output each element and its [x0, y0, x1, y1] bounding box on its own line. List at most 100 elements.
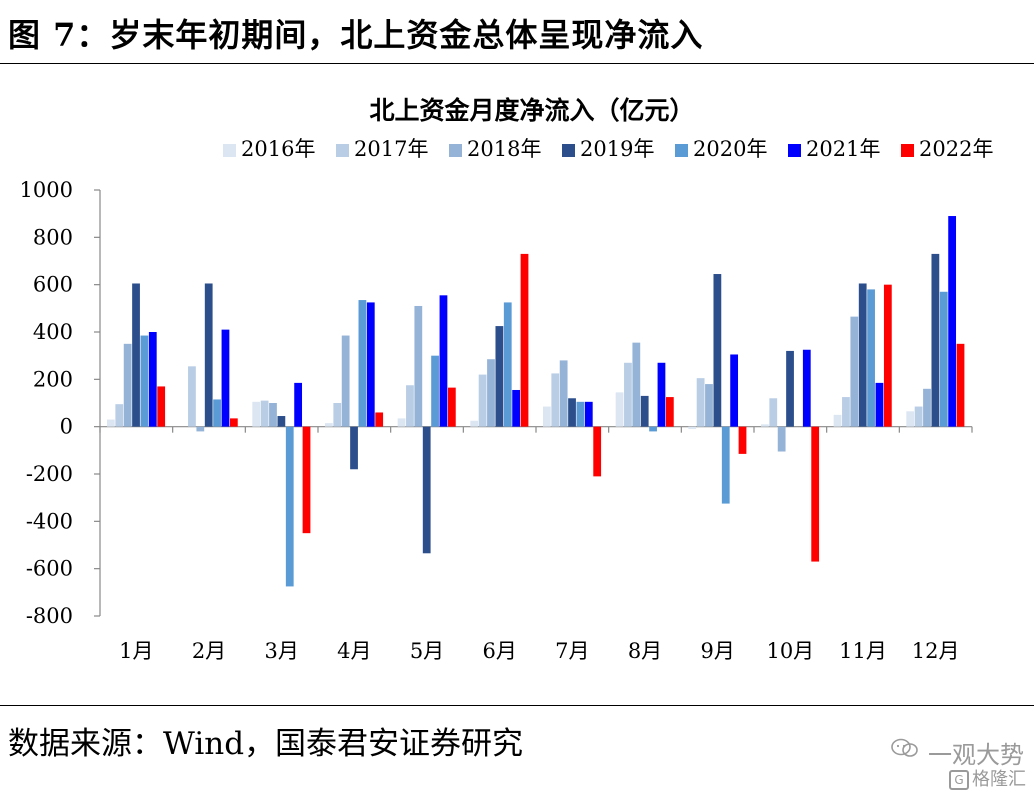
- bar: [260, 400, 269, 427]
- bar: [923, 388, 931, 427]
- bar: [520, 253, 529, 427]
- bar: [624, 362, 632, 427]
- bar: [688, 426, 697, 430]
- bar: [867, 289, 875, 427]
- bar: [914, 406, 923, 427]
- legend-swatch: [788, 144, 801, 157]
- bar: [302, 426, 311, 534]
- bar: [615, 392, 624, 427]
- bar: [559, 360, 568, 427]
- bar: [503, 302, 512, 427]
- bar: [123, 343, 132, 427]
- legend-label: 2022年: [919, 137, 993, 161]
- legend-label: 2018年: [467, 137, 541, 161]
- bar: [196, 426, 205, 432]
- y-tick-label: 400: [33, 320, 73, 344]
- bar: [414, 305, 423, 427]
- bars: [107, 216, 965, 587]
- legend-swatch: [562, 144, 575, 157]
- bar: [406, 385, 414, 427]
- legend-label: 2019年: [580, 137, 654, 161]
- watermark-channel: 一观大势: [928, 741, 1024, 769]
- chart-title: 北上资金月度净流入（亿元）: [369, 96, 694, 125]
- legend-swatch: [901, 144, 914, 157]
- bar: [366, 302, 375, 427]
- bar: [447, 387, 456, 427]
- bar: [786, 350, 794, 427]
- bar: [721, 426, 730, 504]
- bottom-rule: [0, 705, 1034, 706]
- x-tick-label: 8月: [628, 639, 662, 663]
- bar: [593, 426, 602, 477]
- x-tick-label: 1月: [119, 639, 153, 663]
- bar-chart: 北上资金月度净流入（亿元） 2016年 2017年 2018年 2019年 2020年 2…: [20, 96, 994, 663]
- bar: [358, 300, 367, 427]
- wechat-icon: [891, 738, 918, 757]
- bar: [543, 406, 551, 427]
- legend: 2016年 2017年 2018年 2019年 2020年 2021年 2022年: [223, 137, 993, 161]
- y-tick-label: 800: [33, 225, 73, 249]
- bar: [487, 359, 495, 427]
- bar: [939, 291, 948, 427]
- bar: [375, 412, 384, 427]
- bar: [584, 401, 593, 427]
- bar: [148, 332, 157, 427]
- bar: [140, 335, 149, 427]
- x-tick-label: 11月: [839, 639, 887, 663]
- y-tick-label: 600: [33, 273, 73, 297]
- bar: [568, 398, 576, 427]
- bar: [285, 426, 294, 587]
- bar: [495, 326, 504, 427]
- bar: [833, 414, 842, 427]
- y-axis: 1000 800 600 400 200 0 -200 -400 -600 -800: [20, 178, 101, 628]
- bar: [333, 403, 342, 427]
- bar: [341, 335, 350, 427]
- bar: [213, 399, 221, 427]
- y-tick-label: 200: [33, 367, 73, 391]
- bar: [730, 354, 739, 427]
- legend-label: 2020年: [693, 137, 767, 161]
- bar: [777, 426, 786, 452]
- bar: [802, 349, 811, 427]
- bar: [811, 426, 820, 562]
- bar: [696, 378, 705, 427]
- bar: [576, 401, 585, 427]
- legend-swatch: [223, 144, 236, 157]
- bar: [883, 284, 892, 427]
- bar: [705, 384, 713, 427]
- y-tick-label: -400: [26, 509, 73, 533]
- watermark-brand: G 格隆汇: [949, 765, 1026, 791]
- x-tick-label: 2月: [192, 639, 226, 663]
- bar: [132, 283, 140, 427]
- bar: [478, 374, 487, 427]
- bar: [188, 366, 196, 427]
- bar: [850, 316, 859, 427]
- bar: [649, 426, 657, 432]
- legend-swatch: [336, 144, 349, 157]
- bar: [761, 424, 769, 427]
- y-tick-label: -800: [26, 604, 73, 628]
- legend-swatch: [675, 144, 688, 157]
- x-tick-label: 4月: [337, 639, 371, 663]
- brand-logo-icon: G: [949, 770, 969, 790]
- bar: [551, 373, 560, 427]
- bar: [229, 418, 238, 427]
- y-tick-label: -200: [26, 462, 73, 486]
- bar: [842, 397, 850, 427]
- bar: [204, 283, 213, 427]
- bar: [956, 343, 965, 427]
- bar: [294, 382, 303, 427]
- x-tick-label: 12月: [912, 639, 960, 663]
- bar: [269, 403, 277, 427]
- y-tick-label: 1000: [20, 178, 73, 202]
- bar: [107, 419, 115, 427]
- bar: [738, 426, 747, 454]
- bar: [948, 216, 957, 427]
- bar: [470, 420, 479, 427]
- legend-label: 2021年: [806, 137, 880, 161]
- x-axis: 1月 2月 3月 4月 5月 6月 7月 8月 9月 10月 11月 12月: [99, 426, 973, 663]
- bar: [665, 397, 674, 427]
- bar: [632, 342, 641, 427]
- bar: [221, 329, 230, 427]
- bar: [512, 389, 521, 427]
